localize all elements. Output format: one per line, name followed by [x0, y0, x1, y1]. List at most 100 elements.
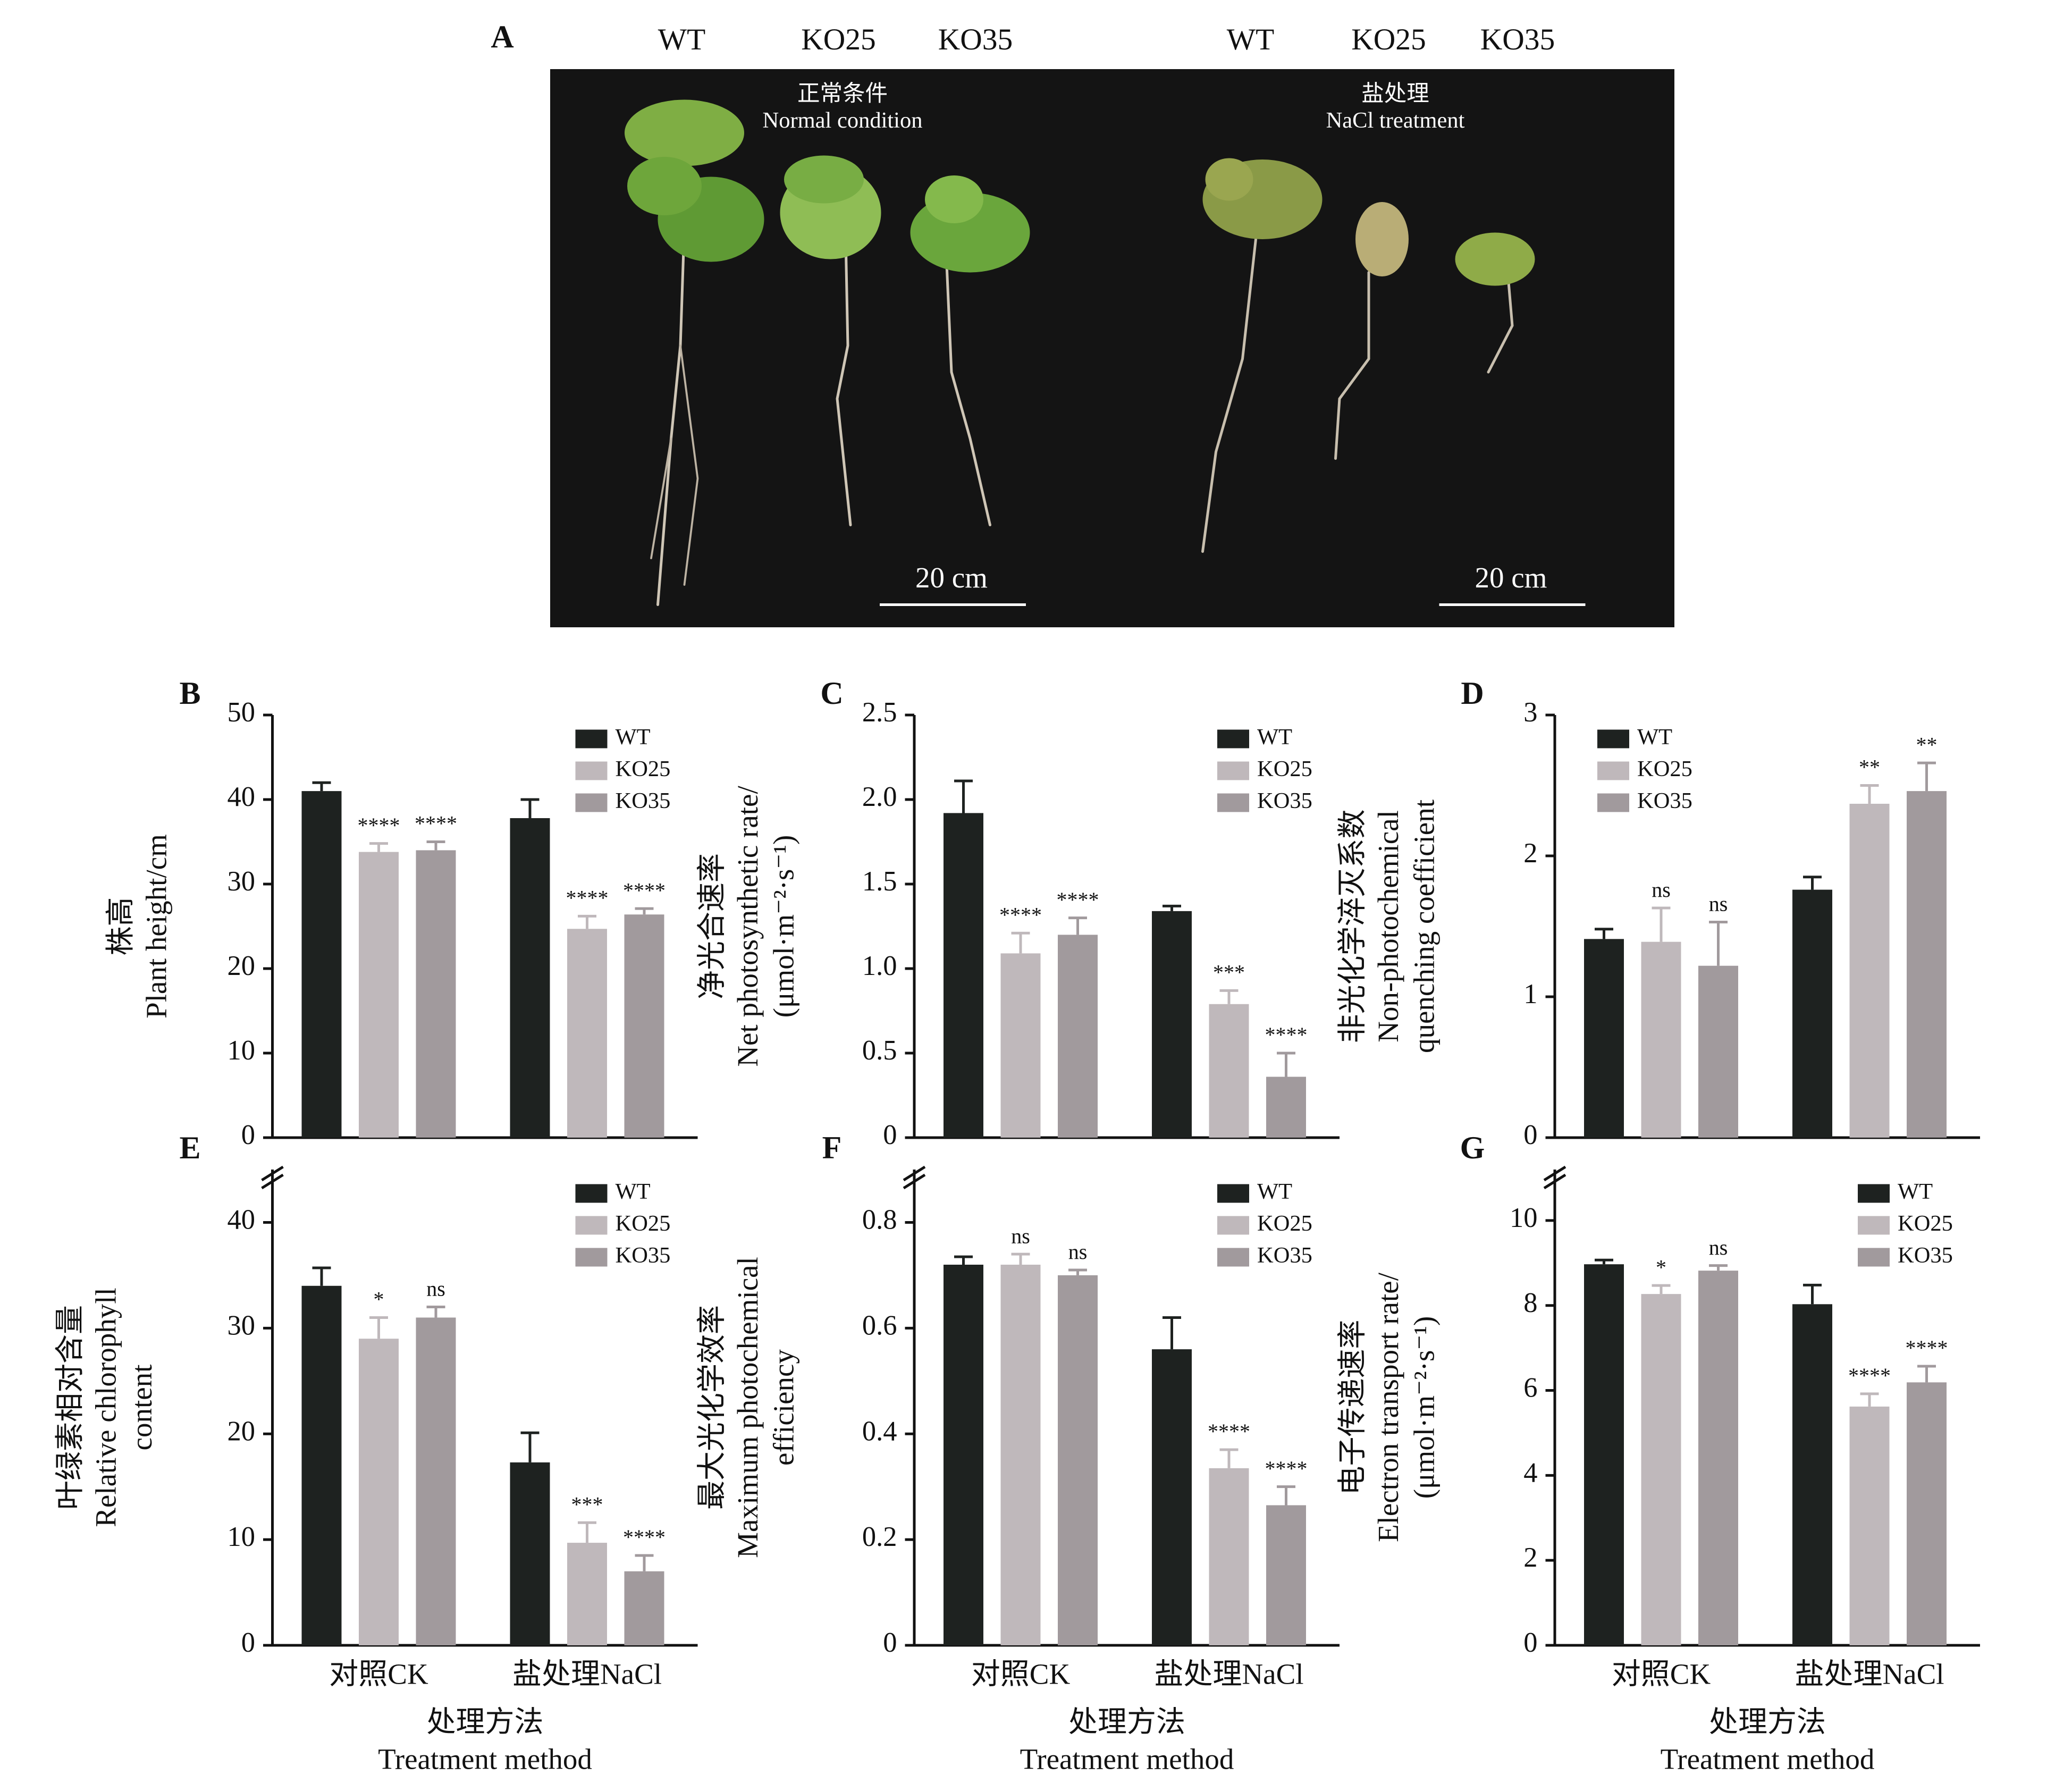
- x-axis-label: 处理方法: [1709, 1706, 1826, 1738]
- scale-bar-label: 20 cm: [915, 561, 988, 594]
- axis-break: [261, 1173, 284, 1190]
- error-bar: [635, 1554, 654, 1571]
- error-bar: [1803, 1283, 1822, 1305]
- bar: [1792, 1304, 1833, 1645]
- legend-label: WT: [616, 725, 651, 750]
- legend-swatch: [1597, 729, 1629, 748]
- error-bar: [426, 1306, 445, 1318]
- scale-bar-label: 20 cm: [1475, 561, 1547, 594]
- error-bar: [369, 842, 389, 852]
- bar: [359, 852, 399, 1138]
- panel-label: D: [1461, 676, 1484, 711]
- y-axis-label: Net photosynthetic rate/: [731, 786, 764, 1067]
- y-tick-label: 0: [241, 1120, 255, 1150]
- bar: [1907, 1382, 1947, 1645]
- y-tick-label: 40: [228, 1204, 256, 1235]
- y-tick-label: 50: [228, 697, 256, 728]
- y-tick-label: 1.0: [862, 951, 897, 981]
- condition-label: 盐处理: [1361, 81, 1429, 106]
- significance-label: ****: [1208, 1419, 1250, 1443]
- panel-label: F: [822, 1130, 842, 1165]
- error-bar: [520, 1431, 540, 1462]
- y-tick-label: 3: [1523, 697, 1537, 728]
- y-tick-label: 0.8: [862, 1204, 897, 1235]
- axis-break: [261, 1165, 284, 1182]
- legend-swatch: [575, 1216, 608, 1235]
- error-bar: [578, 914, 597, 929]
- bar: [1000, 953, 1041, 1138]
- error-bar: [578, 1521, 597, 1543]
- y-tick-label: 2: [1523, 1542, 1537, 1573]
- axis-break: [903, 1173, 926, 1190]
- x-axis-label: Treatment method: [1020, 1743, 1234, 1776]
- y-axis-label: efficiency: [768, 1349, 800, 1466]
- error-bar: [1709, 1264, 1728, 1271]
- bar: [510, 818, 550, 1138]
- y-tick-label: 2: [1523, 838, 1537, 869]
- legend-label: KO35: [1257, 1243, 1312, 1268]
- error-bar: [1917, 1365, 1936, 1383]
- error-bar: [1277, 1485, 1296, 1506]
- x-axis-label: 处理方法: [1068, 1706, 1185, 1738]
- significance-label: ****: [1265, 1023, 1308, 1047]
- x-tick-label: 对照CK: [329, 1658, 428, 1691]
- legend-swatch: [575, 1184, 608, 1203]
- y-tick-label: 0.2: [862, 1521, 897, 1552]
- y-tick-label: 0: [883, 1120, 897, 1150]
- error-bar: [1709, 921, 1728, 966]
- legend-swatch: [1217, 1216, 1249, 1235]
- bar: [1641, 1294, 1681, 1645]
- significance-label: ****: [566, 886, 609, 910]
- error-bar: [1163, 904, 1182, 911]
- y-axis-label: 叶绿素相对含量: [54, 1305, 86, 1510]
- bar: [1641, 941, 1681, 1138]
- bar: [301, 1285, 342, 1645]
- significance-label: **: [1859, 755, 1880, 779]
- x-axis-label: 处理方法: [426, 1706, 543, 1738]
- legend-label: KO25: [1257, 1211, 1312, 1236]
- photo-background: [550, 69, 1674, 627]
- bar: [567, 929, 607, 1138]
- legend-label: WT: [1637, 725, 1672, 750]
- significance-label: ns: [1011, 1224, 1030, 1248]
- bar: [416, 1317, 456, 1645]
- significance-label: ns: [1652, 878, 1671, 902]
- y-tick-label: 40: [228, 781, 256, 812]
- bar: [1266, 1076, 1306, 1138]
- significance-label: ns: [426, 1277, 445, 1301]
- error-bar: [1068, 916, 1088, 935]
- y-tick-label: 0: [883, 1627, 897, 1658]
- y-axis-label: Relative chlorophyll: [90, 1288, 122, 1527]
- bar: [1266, 1505, 1306, 1645]
- y-tick-label: 0.6: [862, 1310, 897, 1341]
- error-bar: [1068, 1268, 1088, 1275]
- error-bar: [635, 907, 654, 915]
- genotype-label: KO25: [801, 23, 876, 56]
- bar: [1849, 803, 1890, 1138]
- bar: [1584, 1264, 1624, 1645]
- condition-label: 正常条件: [797, 81, 888, 106]
- y-tick-label: 0.4: [862, 1416, 897, 1446]
- bar: [510, 1462, 550, 1645]
- panel-label: E: [179, 1130, 200, 1165]
- y-tick-label: 1: [1523, 979, 1537, 1010]
- significance-label: ****: [415, 812, 457, 836]
- condition-label: Normal condition: [763, 108, 923, 133]
- legend-swatch: [1597, 761, 1629, 780]
- legend-label: WT: [1898, 1179, 1933, 1204]
- y-tick-label: 0.5: [862, 1035, 897, 1066]
- significance-label: ****: [1848, 1364, 1891, 1387]
- legend-swatch: [575, 761, 608, 780]
- error-bar: [1652, 906, 1671, 942]
- error-bar: [1219, 1448, 1239, 1468]
- y-axis-label: 电子传递速率: [1336, 1319, 1369, 1495]
- error-bar: [1219, 989, 1239, 1004]
- y-tick-label: 10: [228, 1521, 256, 1552]
- y-tick-label: 2.5: [862, 697, 897, 728]
- legend-label: KO35: [1898, 1243, 1953, 1268]
- y-axis-label: 非光化学淬灭系数: [1336, 809, 1369, 1043]
- x-tick-label: 对照CK: [971, 1658, 1071, 1691]
- y-tick-label: 10: [228, 1035, 256, 1066]
- condition-label: NaCl treatment: [1326, 108, 1465, 133]
